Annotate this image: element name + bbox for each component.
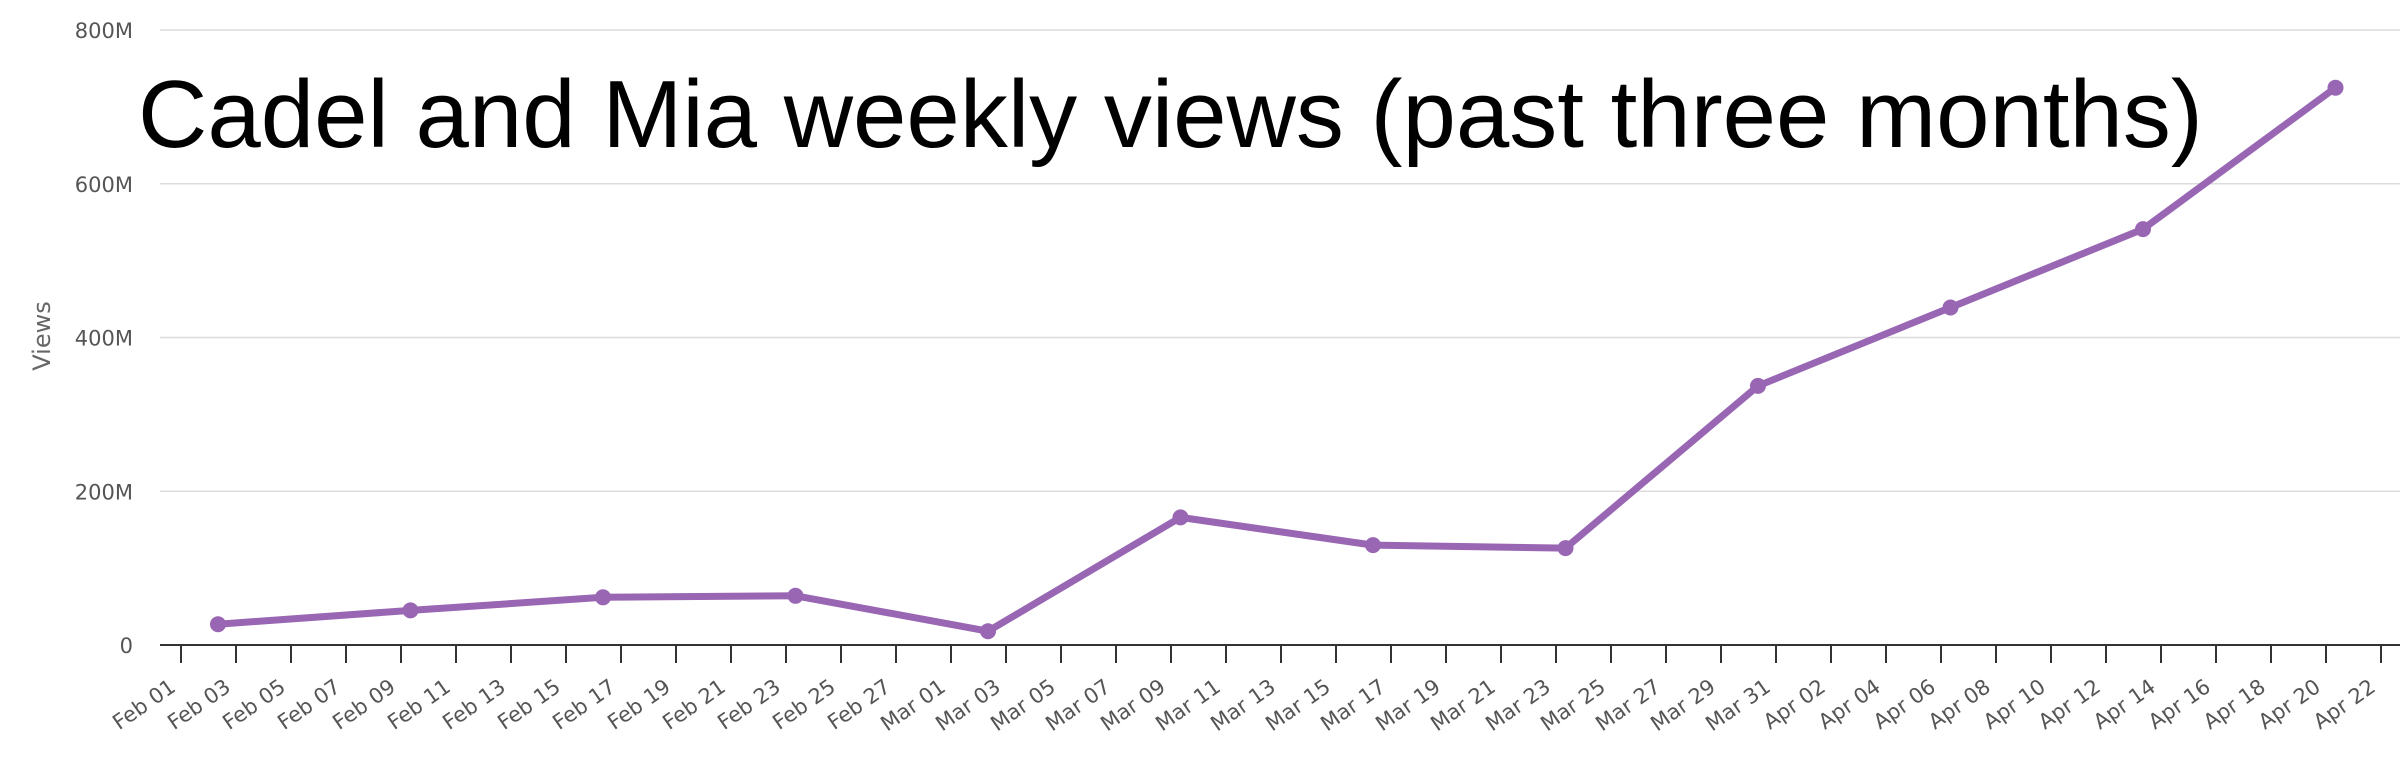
y-tick-label: 200M (75, 480, 133, 504)
x-tick-label: Apr 16 (2144, 674, 2215, 734)
data-point[interactable] (1172, 509, 1189, 526)
x-axis (160, 644, 2400, 663)
x-tick-label: Feb 05 (218, 674, 290, 734)
data-point[interactable] (2135, 221, 2151, 238)
x-tick-label: Feb 07 (273, 674, 345, 734)
x-tick-label: Apr 02 (1759, 674, 1830, 734)
x-tick-label: Feb 23 (713, 674, 785, 734)
x-tick-label: Apr 18 (2199, 674, 2270, 734)
x-tick-label: Feb 21 (658, 674, 730, 734)
x-tick-label: Feb 13 (438, 674, 510, 734)
x-tick-label: Feb 19 (603, 674, 675, 734)
data-point[interactable] (595, 589, 611, 606)
data-point[interactable] (210, 616, 226, 633)
x-tick-label: Apr 08 (1924, 674, 1995, 734)
x-tick-label: Apr 10 (1979, 674, 2050, 734)
grid-lines (160, 29, 2400, 492)
x-tick-label: Feb 25 (768, 674, 840, 734)
chart-title: Cadel and Mia weekly views (past three m… (138, 61, 2203, 168)
data-point[interactable] (2327, 79, 2344, 96)
data-point[interactable] (402, 602, 419, 619)
y-tick-label: 800M (75, 19, 133, 43)
data-point[interactable] (1557, 540, 1574, 557)
data-point[interactable] (787, 587, 804, 604)
y-tick-label: 400M (75, 327, 133, 351)
data-point[interactable] (980, 623, 996, 640)
y-axis: 0 200M 400M 600M 800M (75, 19, 133, 658)
y-axis-title: Views (28, 301, 56, 370)
series-line (214, 84, 2339, 635)
data-point[interactable] (1942, 299, 1959, 316)
x-tick-label: Apr 20 (2254, 674, 2325, 734)
x-tick-label: Feb 17 (548, 674, 620, 734)
y-tick-label: 600M (75, 173, 133, 197)
x-tick-label: Apr 14 (2089, 674, 2160, 734)
x-tick-label: Feb 01 (108, 674, 180, 734)
data-point[interactable] (1365, 537, 1381, 554)
x-tick-label: Feb 15 (493, 674, 565, 734)
x-tick-label: Feb 11 (383, 674, 455, 734)
series (210, 79, 2344, 640)
x-tick-label: Apr 22 (2309, 674, 2380, 734)
x-tick-label: Apr 06 (1869, 674, 1940, 734)
x-tick-label: Apr 04 (1814, 674, 1885, 734)
data-point[interactable] (1750, 377, 1766, 394)
x-tick-label: Feb 03 (163, 674, 235, 734)
x-tick-label: Apr 12 (2034, 674, 2105, 734)
y-tick-label: 0 (120, 634, 133, 658)
x-tick-label: Feb 09 (328, 674, 400, 734)
